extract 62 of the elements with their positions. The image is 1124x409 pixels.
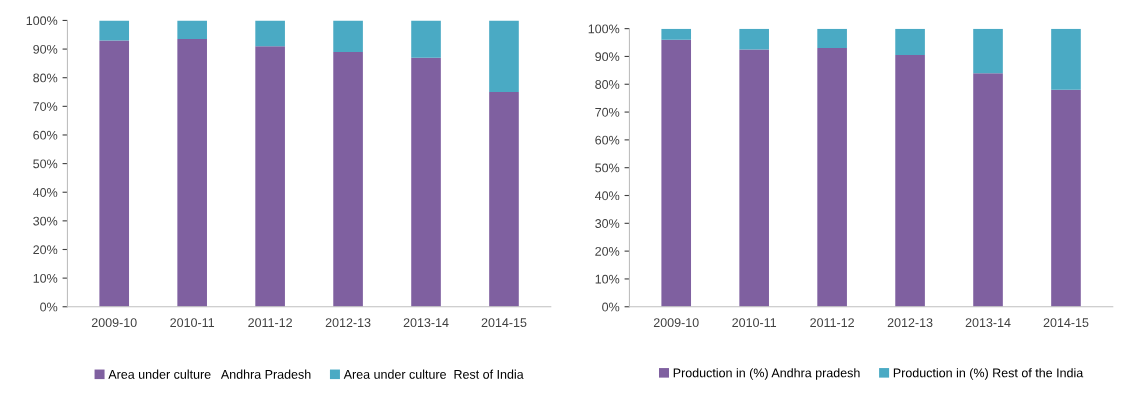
bar	[411, 57, 441, 307]
y-tick-label: 70%	[33, 102, 58, 111]
bar	[1051, 89, 1081, 307]
x-tick-label: 2012-13	[325, 318, 371, 328]
legend-label: Area under culture Rest of India	[343, 369, 524, 379]
bar	[973, 28, 1003, 74]
y-tick-label: 10%	[33, 273, 58, 283]
y-tick-label: 20%	[595, 246, 620, 256]
x-tick-label: 2014-15	[481, 318, 527, 328]
y-tick-label: 80%	[33, 73, 58, 83]
x-tick-label: 2009-10	[91, 318, 137, 328]
bar	[411, 20, 441, 58]
bar	[739, 49, 769, 307]
x-tick-label: 2010-11	[170, 318, 215, 328]
bar	[1051, 28, 1081, 90]
x-tick-label: 2009-10	[653, 318, 699, 328]
y-tick-label: 20%	[33, 245, 58, 255]
y-tick-label: 90%	[33, 44, 58, 54]
y-tick-label: 60%	[33, 130, 58, 140]
bar	[661, 39, 692, 307]
x-tick-label: 2014-15	[1043, 318, 1089, 328]
legend-label: Area under culture Andhra Pradesh	[108, 369, 311, 379]
bar	[817, 48, 847, 307]
y-tick-label: 70%	[595, 107, 620, 117]
legend-label: Production in (%) Andhra pradesh	[673, 368, 860, 380]
bar	[817, 28, 847, 49]
y-tick-label: 30%	[33, 216, 58, 226]
x-tick-label: 2012-13	[887, 318, 933, 328]
y-tick-label: 50%	[595, 163, 620, 173]
y-tick-label: 30%	[595, 219, 620, 228]
y-tick-label: 40%	[594, 191, 620, 201]
bar	[333, 20, 363, 52]
bar	[895, 55, 925, 307]
y-tick-label: 90%	[595, 52, 620, 62]
y-tick-label: 100%	[588, 24, 620, 34]
bar	[661, 28, 692, 40]
bar	[895, 28, 925, 56]
bar	[489, 20, 519, 93]
y-tick-label: 0%	[602, 302, 620, 312]
y-tick-label: 60%	[595, 135, 620, 145]
y-tick-label: 80%	[595, 80, 620, 89]
x-tick-label: 2011-12	[248, 318, 292, 328]
x-tick-label: 2013-14	[965, 318, 1011, 328]
bar	[333, 51, 363, 307]
x-tick-label: 2010-11	[732, 318, 777, 328]
x-tick-label: 2013-14	[403, 318, 449, 328]
y-tick-label: 50%	[33, 159, 58, 169]
bar	[177, 20, 207, 40]
x-tick-label: 2011-12	[810, 318, 854, 328]
bar	[973, 73, 1003, 307]
bar	[255, 20, 285, 47]
bar	[99, 20, 130, 41]
legend-label: Production in (%) Rest of the India	[893, 368, 1084, 380]
bar	[255, 46, 285, 307]
y-tick-label: 40%	[32, 188, 58, 197]
y-tick-label: 100%	[26, 16, 58, 26]
y-tick-label: 0%	[40, 302, 58, 312]
y-tick-label: 10%	[595, 274, 620, 284]
bar	[99, 40, 130, 307]
bar	[177, 39, 207, 307]
bar	[739, 28, 769, 50]
bar	[489, 92, 519, 307]
